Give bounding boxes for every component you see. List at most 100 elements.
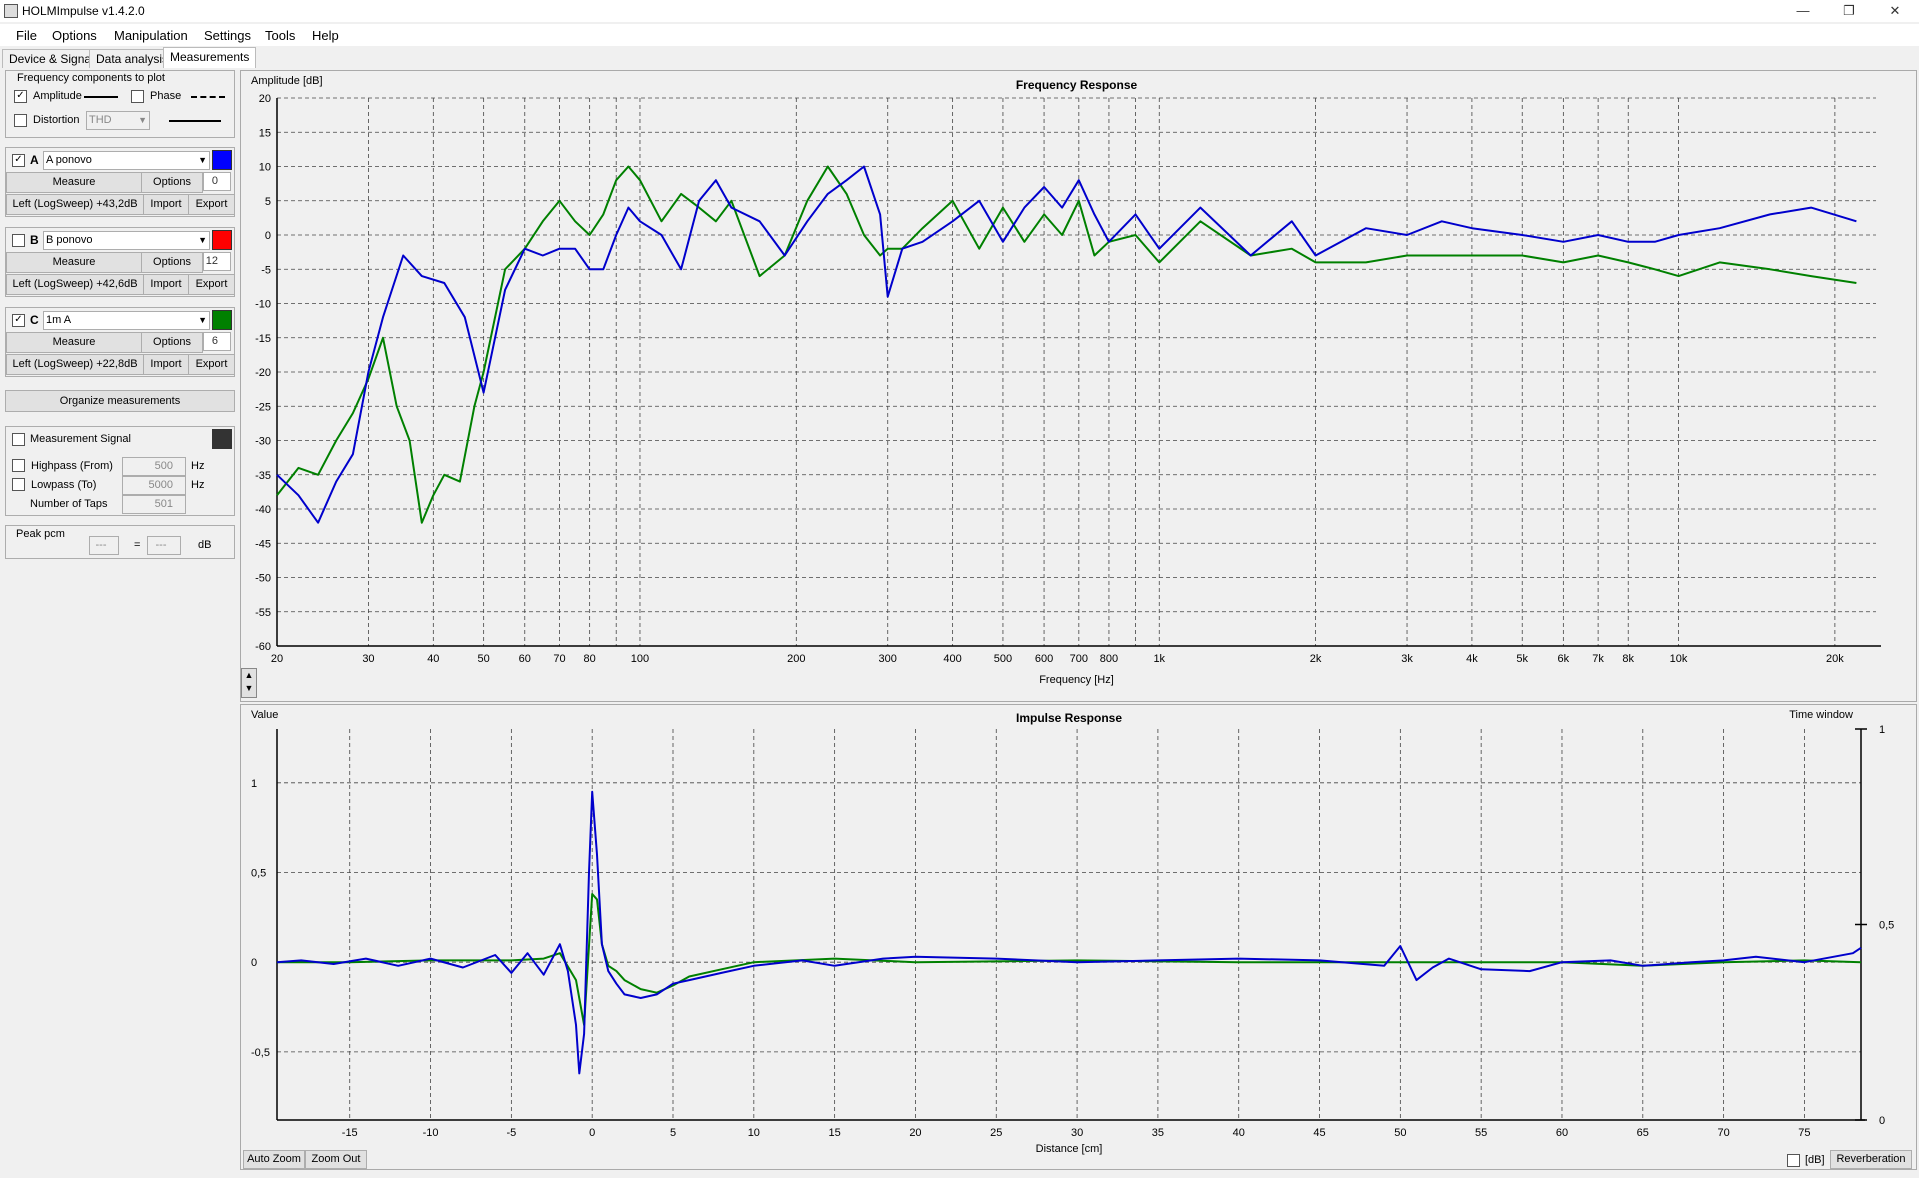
freq-x-tick-label: 50: [478, 653, 490, 665]
measurement-a-measure-button[interactable]: Measure: [6, 172, 142, 193]
imp-x-tick-label: -10: [423, 1127, 439, 1139]
highpass-checkbox[interactable]: [12, 459, 25, 472]
measurement-a-color-swatch[interactable]: [212, 150, 232, 170]
tab-data-analysis[interactable]: Data analysis: [89, 49, 176, 68]
measurement-a-export-button[interactable]: Export: [188, 194, 235, 215]
frequency-response-chart[interactable]: Amplitude [dB] Frequency Response Frequenc…: [241, 71, 1916, 701]
time-window-label: Time window: [1789, 709, 1853, 721]
measurement-b-measure-button[interactable]: Measure: [6, 252, 142, 273]
measurement-a-offset-stepper[interactable]: 0: [203, 172, 231, 191]
freq-x-tick-label: 80: [584, 653, 596, 665]
close-icon[interactable]: ✕: [1889, 3, 1901, 18]
signal-color-swatch[interactable]: [212, 429, 232, 449]
freq-y-tick-label: -20: [255, 367, 271, 379]
imp-y-tick-label: 0: [251, 957, 257, 969]
tab-device-signal[interactable]: Device & Signal: [2, 49, 101, 68]
splitter-arrows-icon[interactable]: ▲ ▼: [241, 668, 257, 698]
time-window-tick-label: 0,5: [1879, 920, 1894, 932]
measurement-b-offset-stepper[interactable]: 12: [203, 252, 231, 271]
measurement-c-color-swatch[interactable]: [212, 310, 232, 330]
restore-icon[interactable]: ❐: [1843, 3, 1855, 18]
highpass-stepper[interactable]: 500: [122, 457, 186, 476]
menu-file[interactable]: File: [16, 28, 37, 43]
freq-x-tick-label: 1k: [1153, 653, 1165, 665]
measurement-b-export-button[interactable]: Export: [188, 274, 235, 295]
phase-line-sample: [191, 96, 225, 98]
measurement-b-import-button[interactable]: Import: [143, 274, 189, 295]
app-icon: [4, 4, 18, 18]
freq-y-axis-label: Amplitude [dB]: [251, 75, 323, 87]
freq-x-tick-label: 500: [994, 653, 1012, 665]
freq-y-tick-label: -5: [261, 264, 271, 276]
menu-options[interactable]: Options: [52, 28, 97, 43]
measurement-a-checkbox[interactable]: ✓: [12, 154, 25, 167]
measurement-b-options-button[interactable]: Options: [141, 252, 203, 273]
lowpass-label: Lowpass (To): [31, 479, 97, 491]
measurement-c-name-select[interactable]: 1m A ▼: [43, 311, 210, 330]
freq-series-line: [276, 165, 1857, 524]
time-window-tick-label: 1: [1879, 724, 1885, 736]
imp-x-tick-label: 30: [1071, 1127, 1083, 1139]
impulse-response-chart[interactable]: Value Impulse Response Time window Distance…: [241, 705, 1916, 1169]
minimize-icon[interactable]: —: [1796, 3, 1810, 18]
measurement-c-measure-button[interactable]: Measure: [6, 332, 142, 353]
measurement-a-name-select[interactable]: A ponovo ▼: [43, 151, 210, 170]
menu-help[interactable]: Help: [312, 28, 339, 43]
distortion-checkbox[interactable]: [14, 114, 27, 127]
peak-value-1: ---: [89, 536, 119, 555]
imp-x-tick-label: 65: [1637, 1127, 1649, 1139]
measurement-c-checkbox[interactable]: ✓: [12, 314, 25, 327]
measurement-a-import-button[interactable]: Import: [143, 194, 189, 215]
freq-y-tick-label: 0: [265, 230, 271, 242]
freq-x-tick-label: 800: [1100, 653, 1118, 665]
imp-x-tick-label: 50: [1394, 1127, 1406, 1139]
imp-y-tick-label: -0,5: [251, 1047, 270, 1059]
distortion-line-sample: [169, 120, 221, 122]
window-title: HOLMImpulse v1.4.2.0: [22, 4, 145, 18]
imp-y-tick-label: 0,5: [251, 867, 266, 879]
title-bar: HOLMImpulse v1.4.2.0 — ❐ ✕: [0, 0, 1919, 22]
freq-chart-title: Frequency Response: [1016, 78, 1138, 92]
components-group: Frequency components to plot ✓ Amplitude…: [5, 70, 235, 138]
measurement-b-checkbox[interactable]: [12, 234, 25, 247]
menu-settings[interactable]: Settings: [204, 28, 251, 43]
reverberation-button[interactable]: Reverberation: [1830, 1150, 1912, 1169]
freq-x-tick-label: 20k: [1826, 653, 1844, 665]
measurement-a-letter: A: [30, 153, 39, 167]
measurement-c-letter: C: [30, 313, 39, 327]
measurement-c-offset-stepper[interactable]: 6: [203, 332, 231, 351]
measurement-c-options-button[interactable]: Options: [141, 332, 203, 353]
organize-measurements-button[interactable]: Organize measurements: [5, 390, 235, 412]
amplitude-label: Amplitude: [33, 90, 82, 102]
imp-series-line: [276, 790, 1862, 1075]
lowpass-checkbox[interactable]: [12, 478, 25, 491]
measurement-b-name-select[interactable]: B ponovo ▼: [43, 231, 210, 250]
imp-x-axis-label: Distance [cm]: [1036, 1143, 1103, 1155]
measurement-a-options-button[interactable]: Options: [141, 172, 203, 193]
auto-zoom-button[interactable]: Auto Zoom: [243, 1150, 305, 1169]
freq-x-tick-label: 700: [1070, 653, 1088, 665]
imp-chart-title: Impulse Response: [1016, 711, 1122, 725]
freq-x-tick-label: 60: [519, 653, 531, 665]
measurement-c-import-button[interactable]: Import: [143, 354, 189, 375]
measurement-b-color-swatch[interactable]: [212, 230, 232, 250]
zoom-out-button[interactable]: Zoom Out: [305, 1150, 367, 1169]
freq-y-tick-label: -40: [255, 504, 271, 516]
db-checkbox[interactable]: [1787, 1154, 1800, 1167]
imp-x-tick-label: 70: [1717, 1127, 1729, 1139]
amplitude-checkbox[interactable]: ✓: [14, 90, 27, 103]
phase-checkbox[interactable]: [131, 90, 144, 103]
menu-manipulation[interactable]: Manipulation: [114, 28, 188, 43]
signal-checkbox[interactable]: [12, 433, 25, 446]
freq-x-axis-label: Frequency [Hz]: [1039, 674, 1114, 686]
menu-tools[interactable]: Tools: [265, 28, 296, 43]
taps-stepper[interactable]: 501: [122, 495, 186, 514]
distortion-type-select[interactable]: THD ▼: [86, 111, 150, 130]
lowpass-stepper[interactable]: 5000: [122, 476, 186, 495]
frequency-plot-panel: Amplitude [dB] Frequency Response Frequenc…: [240, 70, 1917, 702]
peak-value-2: ---: [147, 536, 181, 555]
measurement-c-export-button[interactable]: Export: [188, 354, 235, 375]
signal-label: Measurement Signal: [30, 433, 131, 445]
tab-measurements[interactable]: Measurements: [163, 47, 257, 68]
freq-y-tick-label: -15: [255, 333, 271, 345]
